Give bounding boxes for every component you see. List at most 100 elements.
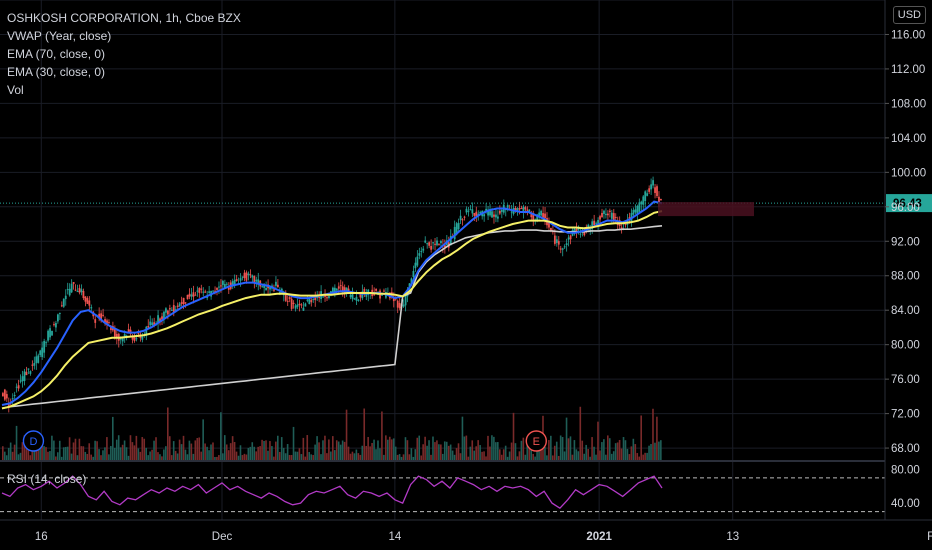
candle-body bbox=[251, 275, 254, 278]
candle-body bbox=[438, 243, 440, 245]
candle-body bbox=[243, 272, 246, 279]
candle-body bbox=[660, 198, 662, 201]
volume-bar bbox=[21, 442, 24, 461]
volume-bar bbox=[593, 446, 595, 461]
volume-bar bbox=[310, 454, 312, 461]
volume-bar bbox=[231, 436, 234, 461]
time-tick-label: Feb bbox=[927, 531, 932, 543]
volume-bar bbox=[589, 456, 591, 461]
currency-button[interactable]: USD bbox=[892, 6, 926, 24]
candle-body bbox=[300, 304, 303, 306]
volume-bar bbox=[648, 445, 650, 461]
volume-bar bbox=[206, 446, 208, 461]
candle-body bbox=[119, 338, 122, 340]
volume-bar bbox=[9, 442, 12, 461]
volume-bar bbox=[306, 435, 309, 461]
volume-bar bbox=[170, 455, 173, 461]
price-tick-label: 80.00 bbox=[891, 340, 920, 352]
event-dividend-marker[interactable]: D bbox=[22, 430, 45, 452]
volume-bar bbox=[210, 444, 212, 461]
volume-bar bbox=[660, 440, 662, 461]
candle-body bbox=[94, 319, 97, 323]
price-axis[interactable]: 68.00 72.00 76.00 80.00 84.00 88.00 92.00 96.00… bbox=[885, 29, 926, 455]
indicator-ema30[interactable]: EMA (30, close, 0) bbox=[7, 65, 106, 79]
volume-bar bbox=[168, 436, 171, 461]
candle-body bbox=[648, 188, 651, 192]
volume-bar bbox=[410, 448, 413, 461]
indicator-vwap[interactable]: VWAP (Year, close) bbox=[7, 29, 112, 43]
candle-body bbox=[375, 289, 378, 291]
volume-bar bbox=[516, 456, 519, 461]
candle-body bbox=[223, 284, 226, 288]
volume-bar bbox=[475, 446, 477, 461]
volume-bar bbox=[467, 456, 470, 461]
volume-bar bbox=[157, 452, 159, 461]
volume-bar bbox=[202, 419, 204, 461]
volume-bar bbox=[3, 451, 6, 461]
volume-bar bbox=[243, 453, 246, 461]
volume-bar bbox=[41, 435, 43, 461]
volume-bar bbox=[557, 455, 560, 461]
volume-bar bbox=[567, 438, 570, 461]
candle-body bbox=[396, 300, 399, 308]
volume-bar bbox=[483, 451, 485, 461]
indicator-volume[interactable]: Vol bbox=[7, 83, 24, 97]
candle-body bbox=[339, 285, 342, 287]
symbol-title[interactable]: OSHKOSH CORPORATION, 1h, Cboe BZX bbox=[7, 11, 241, 25]
candle-body bbox=[145, 326, 148, 337]
volume-bar bbox=[204, 443, 206, 461]
volume-bar bbox=[656, 416, 658, 461]
candle-body bbox=[202, 291, 205, 293]
candle-body bbox=[106, 320, 108, 324]
volume-bar bbox=[530, 447, 532, 461]
candle-body bbox=[516, 208, 519, 212]
candle-body bbox=[310, 299, 313, 303]
volume-bar bbox=[286, 444, 289, 461]
candle-body bbox=[11, 398, 14, 400]
volume-bar bbox=[25, 444, 28, 461]
candle-body bbox=[506, 205, 509, 208]
price-tick-label: 96.00 bbox=[891, 202, 920, 214]
volume-bar bbox=[249, 446, 252, 461]
volume-bar bbox=[220, 412, 222, 461]
volume-bar bbox=[253, 446, 256, 461]
volume-bar bbox=[68, 437, 71, 461]
candle-body bbox=[165, 308, 167, 313]
volume-bar bbox=[402, 454, 405, 461]
volume-bar bbox=[51, 435, 53, 461]
time-axis[interactable]: 16Dec14202113Feb10Mar bbox=[35, 531, 932, 543]
volume-bar bbox=[546, 455, 548, 461]
candle-body bbox=[597, 220, 599, 224]
volume-bar bbox=[314, 444, 316, 461]
volume-bar bbox=[98, 449, 100, 461]
candle-body bbox=[607, 213, 609, 216]
candle-body bbox=[530, 213, 533, 218]
rsi-legend[interactable]: RSI (14, close) bbox=[7, 472, 87, 486]
rsi-axis[interactable]: 40.00 80.00 bbox=[891, 464, 920, 510]
candle-body bbox=[235, 278, 238, 282]
volume-bar bbox=[62, 447, 65, 461]
volume-bar bbox=[222, 453, 224, 461]
event-earnings-marker[interactable]: E bbox=[525, 430, 547, 452]
candle-body bbox=[522, 206, 525, 213]
volume-bar bbox=[7, 447, 10, 461]
candle-body bbox=[127, 329, 130, 333]
volume-bar bbox=[451, 450, 454, 461]
volume-bar bbox=[127, 455, 130, 461]
volume-bar bbox=[76, 455, 79, 461]
candle-body bbox=[74, 289, 77, 291]
volume-bar bbox=[113, 447, 116, 461]
candle-body bbox=[347, 288, 350, 291]
candle-body bbox=[298, 303, 301, 306]
candle-body bbox=[473, 213, 476, 216]
volume-bar bbox=[585, 444, 587, 461]
volume-bar bbox=[296, 451, 299, 461]
candle-body bbox=[579, 233, 582, 235]
indicator-ema70[interactable]: EMA (70, close, 0) bbox=[7, 47, 106, 61]
candle-body bbox=[64, 295, 67, 300]
volume-bar bbox=[390, 439, 393, 461]
volume-bar bbox=[227, 450, 230, 461]
volume-bar bbox=[119, 447, 122, 461]
